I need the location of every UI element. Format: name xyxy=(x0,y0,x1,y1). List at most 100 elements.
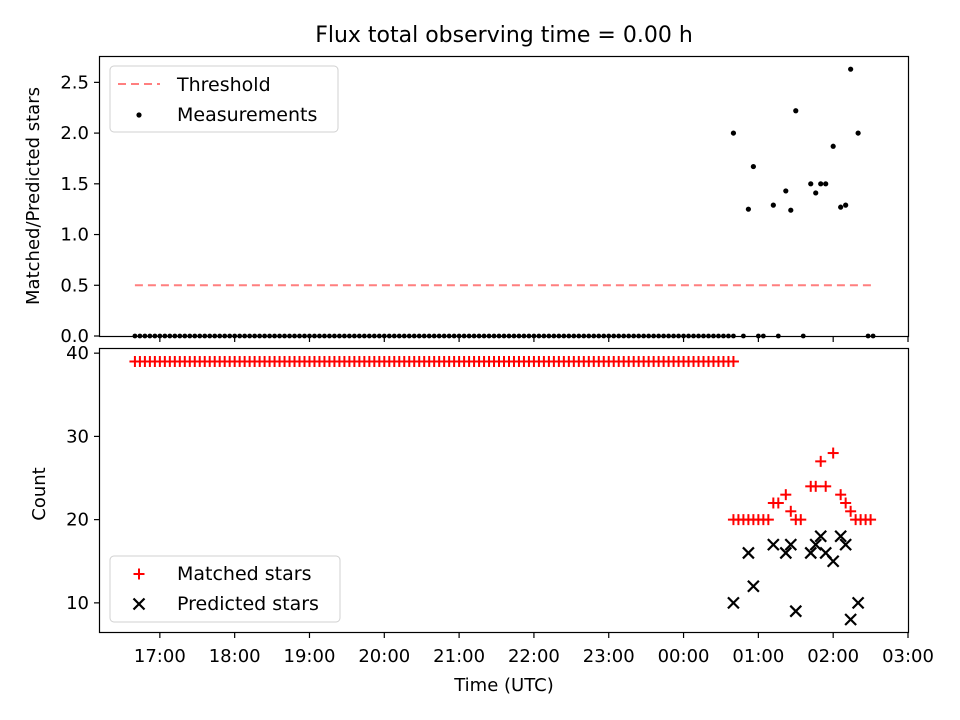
x-tick-label: 23:00 xyxy=(583,646,635,667)
predicted-star-point xyxy=(814,530,827,543)
predicted-star-point-b xyxy=(767,538,780,551)
predicted-star-point xyxy=(727,596,740,610)
matched-star-point xyxy=(827,447,839,459)
measurement-point xyxy=(818,181,824,187)
predicted-star-point-b xyxy=(834,530,847,543)
predicted-star-point-b xyxy=(804,546,818,560)
predicted-star-point-b xyxy=(809,538,823,551)
predicted-star-point xyxy=(804,546,818,560)
legend-predicted-marker xyxy=(132,597,146,611)
predicted-star-point xyxy=(767,538,780,551)
bottom-y-tick-label: 20 xyxy=(66,510,89,531)
top-legend: Threshold Measurements xyxy=(109,65,339,133)
top-y-tick-label: 2.5 xyxy=(60,72,89,93)
matched-star-point xyxy=(835,489,847,501)
predicted-star-point-b xyxy=(851,596,865,610)
legend-matched-marker xyxy=(133,568,145,580)
predicted-star-point-b xyxy=(844,613,857,626)
legend-threshold-label: Threshold xyxy=(176,74,271,96)
legend-matched-swatch xyxy=(133,568,145,580)
top-axes-frame xyxy=(98,55,910,338)
predicted-star-point xyxy=(834,530,847,543)
x-tick-label: 03:00 xyxy=(882,646,934,667)
top-y-tick-label: 1.0 xyxy=(60,225,89,246)
measurement-point xyxy=(848,66,854,72)
x-tick-label: 18:00 xyxy=(209,646,261,667)
matched-star-point xyxy=(840,497,852,509)
measurement-point xyxy=(838,204,844,210)
bottom-axes-frame xyxy=(98,347,910,634)
predicted-star-point-b xyxy=(789,604,803,618)
matched-star-point xyxy=(815,455,827,467)
bottom-plot-area xyxy=(129,355,877,626)
measurement-point xyxy=(793,108,799,114)
matched-star-point xyxy=(762,514,774,526)
predicted-star-point-b xyxy=(779,546,793,560)
matched-star-point xyxy=(780,489,792,501)
matched-star-point xyxy=(810,480,822,492)
predicted-star-point-b xyxy=(814,530,827,543)
x-tick-label: 19:00 xyxy=(284,646,336,667)
predicted-star-point-b xyxy=(747,579,760,593)
matched-star-point xyxy=(865,514,877,526)
x-axis-label: Time (UTC) xyxy=(453,675,554,696)
bottom-y-tick-label: 40 xyxy=(66,343,89,364)
predicted-star-point-b xyxy=(819,546,832,560)
predicted-star-point xyxy=(747,579,760,593)
bottom-y-axis-label: Count xyxy=(29,467,50,520)
measurement-point xyxy=(745,206,751,212)
measurement-point xyxy=(830,143,836,149)
predicted-star-point xyxy=(789,604,803,618)
x-tick-label: 20:00 xyxy=(358,646,410,667)
top-y-tick-label: 1.5 xyxy=(60,174,89,195)
top-y-axis-label: Matched/Predicted stars xyxy=(23,87,44,305)
measurement-point xyxy=(770,202,776,208)
legend-predicted-marker-b xyxy=(132,597,146,611)
predicted-star-point xyxy=(784,538,798,551)
measurement-point xyxy=(750,163,756,170)
measurement-point xyxy=(730,130,737,136)
predicted-star-point xyxy=(809,538,823,551)
top-y-tick-label: 2.0 xyxy=(60,123,89,144)
measurement-point xyxy=(813,190,819,196)
matched-star-point xyxy=(820,480,832,492)
matched-star-point xyxy=(795,514,807,526)
legend-measurements-label: Measurements xyxy=(177,104,317,126)
top-y-tick-label: 0.5 xyxy=(60,275,89,296)
x-tick-label: 02:00 xyxy=(807,646,859,667)
predicted-star-point-b xyxy=(826,554,840,568)
bottom-y-tick-label: 10 xyxy=(66,593,89,614)
chart-title: Flux total observing time = 0.00 h xyxy=(315,23,693,48)
matched-star-point xyxy=(845,505,857,517)
predicted-star-point xyxy=(742,546,755,560)
matched-star-point xyxy=(727,355,739,367)
x-tick-label: 00:00 xyxy=(658,646,710,667)
measurement-point xyxy=(808,181,814,187)
matched-star-point xyxy=(785,505,797,517)
predicted-star-point-b xyxy=(742,546,755,560)
legend-predicted-swatch xyxy=(132,597,146,611)
x-tick-label: 22:00 xyxy=(508,646,560,667)
measurement-point xyxy=(788,207,794,213)
measurement-point xyxy=(823,181,829,187)
x-tick-label: 21:00 xyxy=(433,646,485,667)
bottom-legend: Matched stars Predicted stars xyxy=(109,555,341,623)
predicted-star-point-b xyxy=(784,538,798,551)
predicted-star-point xyxy=(839,538,852,551)
legend-predicted-label: Predicted stars xyxy=(177,593,319,615)
top-legend-box xyxy=(109,65,339,133)
predicted-star-point xyxy=(826,554,840,568)
x-tick-label: 17:00 xyxy=(134,646,186,667)
matched-star-point xyxy=(772,497,784,509)
predicted-star-point xyxy=(844,613,857,626)
predicted-star-point-b xyxy=(727,596,740,610)
legend-matched-label: Matched stars xyxy=(177,563,311,585)
measurement-point xyxy=(843,202,849,208)
predicted-star-point xyxy=(851,596,865,610)
measurement-point xyxy=(783,188,789,194)
legend-measurements-swatch xyxy=(136,112,142,118)
bottom-y-tick-label: 30 xyxy=(66,426,89,447)
bottom-legend-box xyxy=(109,555,341,623)
predicted-star-point xyxy=(779,546,793,560)
